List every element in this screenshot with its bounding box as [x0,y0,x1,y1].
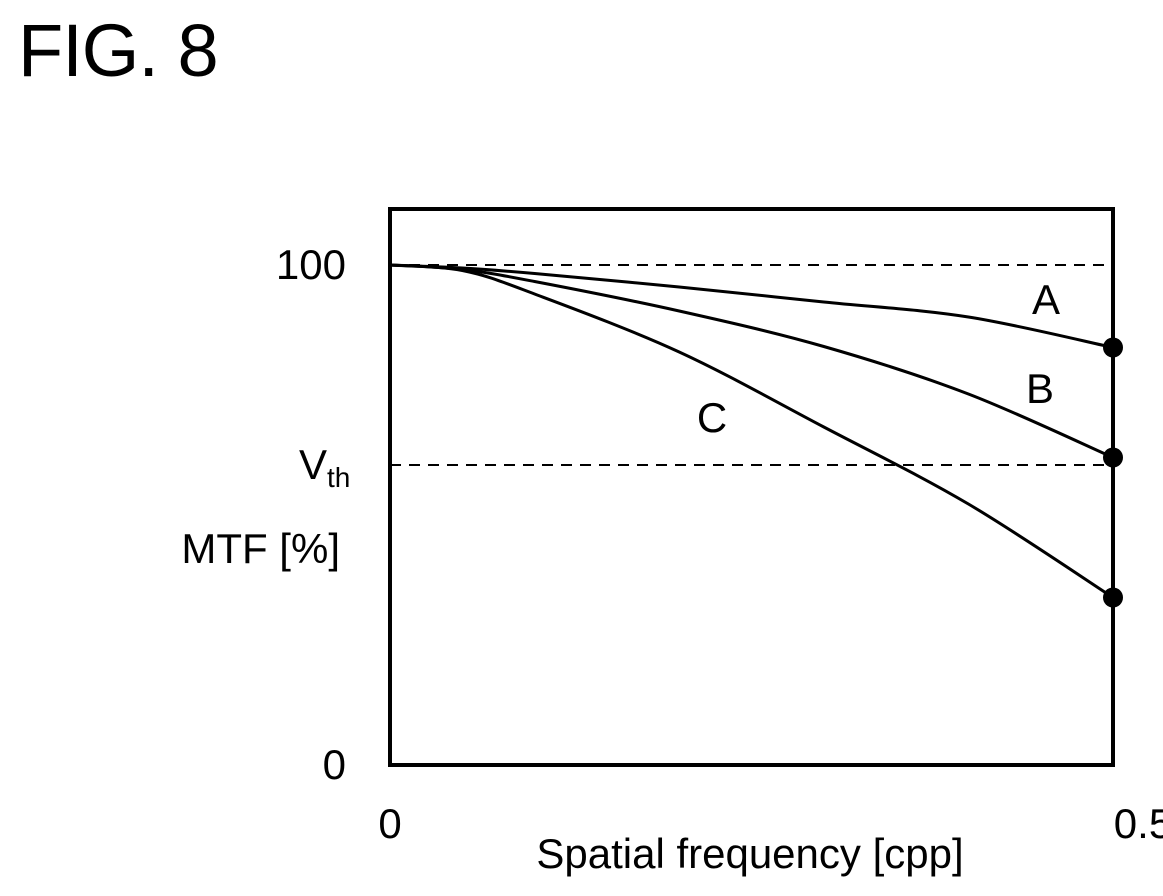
y-tick-label-100: 100 [276,241,346,288]
plot-frame [388,207,1115,767]
x-tick-label-0.5: 0.5 [1114,800,1163,847]
series-line-b [389,263,1114,459]
x-tick-label-0: 0 [378,800,401,847]
series-label-b: B [1026,365,1054,412]
x-axis-label: Spatial frequency [cpp] [536,830,963,877]
series-label-c: C [697,394,727,441]
y-axis-label: MTF [%] [181,525,340,572]
vth-label: Vth [299,441,350,493]
series-line-a [389,263,1114,349]
series-end-point-a [1103,337,1123,358]
series-line-c [389,263,1114,599]
series-label-a: A [1032,276,1060,323]
figure-title: FIG. 8 [18,9,219,92]
y-tick-label-0: 0 [323,741,346,788]
series-end-point-b [1103,447,1123,468]
series-end-point-c [1103,587,1123,608]
